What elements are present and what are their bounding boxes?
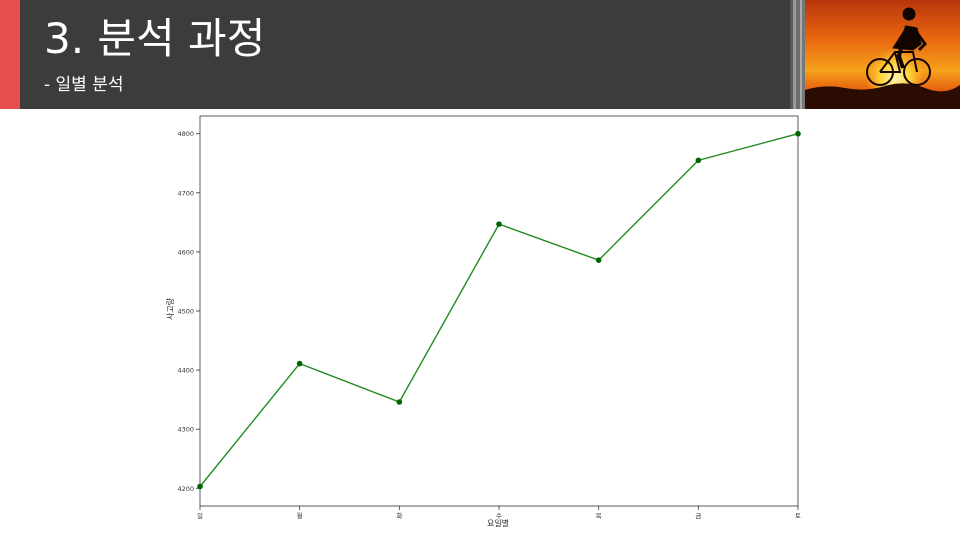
- y-tick-label: 4600: [177, 248, 194, 256]
- x-tick-label: 목: [596, 512, 602, 520]
- data-point: [296, 360, 303, 367]
- data-point: [695, 157, 702, 164]
- data-point: [496, 221, 502, 227]
- y-tick-label: 4200: [177, 485, 194, 493]
- x-tick-label: 월: [297, 511, 303, 520]
- y-tick-label: 4700: [177, 189, 194, 197]
- x-tick-label: 화: [396, 512, 402, 520]
- x-tick-label: 토: [795, 512, 801, 520]
- y-tick-label: 4500: [177, 308, 194, 316]
- x-tick-label: 일: [197, 511, 203, 520]
- slide-subtitle: - 일별 분석: [44, 75, 124, 95]
- slide-title: 3. 분석 과정: [44, 14, 266, 63]
- accent-bar: [0, 0, 20, 109]
- plot-frame: [199, 115, 799, 507]
- data-point: [595, 257, 602, 263]
- data-point: [795, 130, 801, 137]
- x-tick-label: 금: [695, 512, 701, 520]
- y-axis-label: 사고량: [165, 297, 175, 320]
- x-tick-label: 수: [496, 512, 502, 520]
- y-tick-label: 4300: [177, 426, 194, 434]
- header-divider-strip: [790, 0, 805, 109]
- y-tick-label: 4800: [177, 130, 194, 138]
- x-axis-label: 요일별: [487, 518, 509, 528]
- data-point: [197, 483, 203, 490]
- y-tick-label: 4400: [177, 367, 194, 375]
- daily-accident-line-chart: 사고량 요일별 4200 4300 4400 4500 4600 4700 4800 일 월 화 수…: [160, 110, 820, 535]
- cyclist-sunset-photo: [805, 0, 960, 109]
- data-point: [396, 399, 403, 405]
- series-line: [199, 133, 799, 487]
